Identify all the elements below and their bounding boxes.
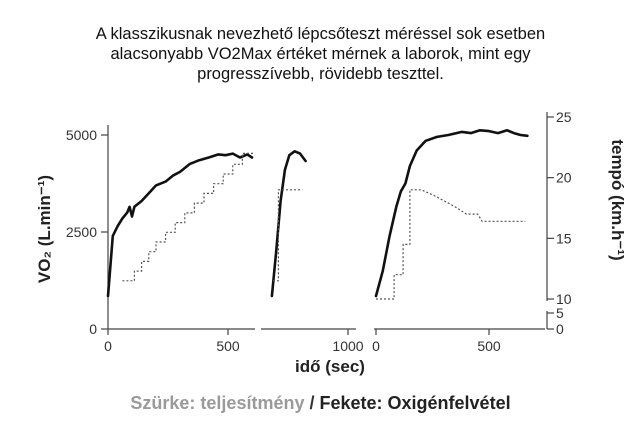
x-axis-tick-label: 1000 <box>332 338 363 354</box>
axis-labels: idő (sec) VO₂ (L.min⁻¹) tempó (km.h⁻¹) <box>35 139 627 376</box>
legend-black-text: Fekete: Oxigénfelvétel <box>319 393 511 413</box>
left-axis-tick-label: 5000 <box>66 127 97 143</box>
right-axis-tick-label: 25 <box>556 109 572 125</box>
right-axis-label: tempó (km.h⁻¹) <box>608 139 627 260</box>
vo2-series-line <box>374 129 529 298</box>
x-axis-tick-label: 500 <box>477 338 501 354</box>
right-axis-tick-label: 20 <box>556 170 572 186</box>
caption-line-1: A klasszikusnak nevezhető lépcsőteszt mé… <box>95 25 546 43</box>
legend-separator: / <box>304 393 320 413</box>
x-axis-tick-label: 0 <box>104 338 112 354</box>
tempo-series-line <box>376 189 526 300</box>
left-axis-tick-label: 0 <box>89 321 97 337</box>
right-axis-tick-label-low: 0 <box>556 321 564 337</box>
left-axis-label: VO₂ (L.min⁻¹) <box>35 175 54 283</box>
vo2-series-line <box>106 152 254 298</box>
right-axis-tick-label: 15 <box>556 230 572 246</box>
tempo-series-line <box>273 189 303 282</box>
caption-line-2: alacsonyabb VO2Max értéket mérnek a labo… <box>110 45 531 63</box>
left-axis-tick-label: 2500 <box>66 224 97 240</box>
x-axis-tick-label: 500 <box>216 338 240 354</box>
right-axis-tick-label: 10 <box>556 291 572 307</box>
caption-line-3: progresszívebb, rövidebb teszttel. <box>197 65 444 83</box>
caption: A klasszikusnak nevezhető lépcsőteszt mé… <box>20 24 621 84</box>
legend-gray-text: Szürke: teljesítmény <box>130 393 305 413</box>
tempo-series-line <box>122 152 255 282</box>
legend-footer: Szürke: teljesítmény / Fekete: Oxigénfel… <box>0 392 641 414</box>
series <box>106 129 529 300</box>
vo2-series-line <box>270 150 307 298</box>
x-axis-label: idő (sec) <box>295 357 365 376</box>
x-axis-tick-label: 0 <box>372 338 380 354</box>
right-axis-tick-label-low: 5 <box>556 305 564 321</box>
